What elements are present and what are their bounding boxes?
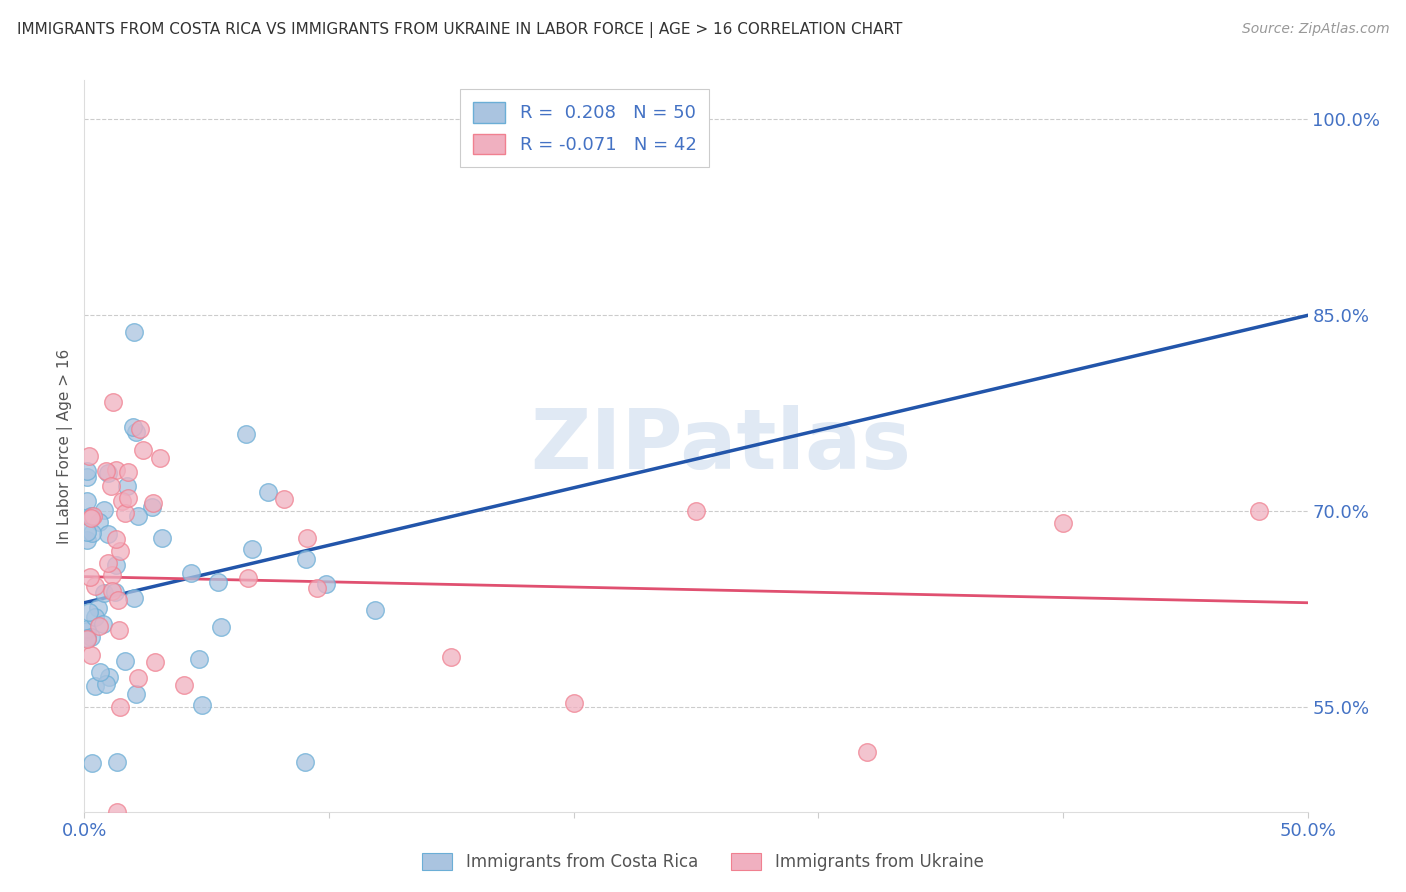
Point <box>97 670 120 684</box>
Point <box>125 687 148 701</box>
Point <box>295 552 318 566</box>
Point <box>83 579 105 593</box>
Point <box>83 609 105 624</box>
Point <box>685 504 707 518</box>
Point <box>149 451 172 466</box>
Y-axis label: In Labor Force | Age > 16: In Labor Force | Age > 16 <box>58 349 73 543</box>
Point <box>315 576 337 591</box>
Point <box>76 464 98 478</box>
Point <box>82 508 104 523</box>
Point <box>108 700 131 714</box>
Text: Source: ZipAtlas.com: Source: ZipAtlas.com <box>1241 22 1389 37</box>
Point <box>121 420 143 434</box>
Point <box>122 591 145 605</box>
Point <box>141 500 163 514</box>
Point <box>180 566 202 580</box>
Point <box>142 496 165 510</box>
Point <box>76 622 98 636</box>
Point <box>76 470 98 484</box>
Legend: R =  0.208   N = 50, R = -0.071   N = 42: R = 0.208 N = 50, R = -0.071 N = 42 <box>460 89 710 167</box>
Point <box>143 655 166 669</box>
Point <box>77 449 100 463</box>
Point <box>93 502 115 516</box>
Point <box>364 603 387 617</box>
Point <box>93 586 115 600</box>
Point <box>150 532 173 546</box>
Point <box>108 544 131 558</box>
Point <box>562 696 585 710</box>
Point <box>294 755 316 769</box>
Point <box>107 593 129 607</box>
Point <box>127 508 149 523</box>
Point <box>117 478 139 492</box>
Point <box>273 491 295 506</box>
Point <box>97 467 120 481</box>
Point <box>240 541 263 556</box>
Point <box>89 665 111 679</box>
Point <box>97 527 120 541</box>
Point <box>80 631 103 645</box>
Point <box>236 571 259 585</box>
Point <box>76 632 98 646</box>
Point <box>76 533 98 547</box>
Point <box>173 678 195 692</box>
Text: IMMIGRANTS FROM COSTA RICA VS IMMIGRANTS FROM UKRAINE IN LABOR FORCE | AGE > 16 : IMMIGRANTS FROM COSTA RICA VS IMMIGRANTS… <box>17 22 903 38</box>
Point <box>107 624 129 638</box>
Point <box>111 494 134 508</box>
Point <box>440 650 463 665</box>
Point <box>211 620 233 634</box>
Point <box>80 526 103 541</box>
Legend: Immigrants from Costa Rica, Immigrants from Ukraine: Immigrants from Costa Rica, Immigrants f… <box>415 845 991 880</box>
Point <box>101 584 124 599</box>
Point <box>127 671 149 685</box>
Point <box>187 652 209 666</box>
Point <box>77 606 100 620</box>
Point <box>76 493 98 508</box>
Point <box>79 570 101 584</box>
Point <box>101 568 124 582</box>
Point <box>257 485 280 500</box>
Point <box>76 632 98 646</box>
Point <box>93 617 115 632</box>
Point <box>190 698 212 712</box>
Point <box>307 581 329 595</box>
Point <box>76 525 98 540</box>
Point <box>105 463 128 477</box>
Point <box>117 465 139 479</box>
Point <box>235 427 257 442</box>
Point <box>87 601 110 615</box>
Point <box>856 745 879 759</box>
Point <box>207 575 229 590</box>
Point <box>124 425 146 439</box>
Point <box>114 654 136 668</box>
Point <box>104 532 127 546</box>
Point <box>83 679 105 693</box>
Point <box>122 326 145 340</box>
Point <box>101 395 124 409</box>
Point <box>104 558 127 572</box>
Point <box>128 422 150 436</box>
Point <box>1247 504 1270 518</box>
Point <box>104 585 127 599</box>
Point <box>117 491 139 505</box>
Point <box>89 515 111 529</box>
Point <box>114 506 136 520</box>
Point <box>80 510 103 524</box>
Point <box>82 756 104 770</box>
Point <box>94 464 117 478</box>
Point <box>100 479 122 493</box>
Point <box>80 648 103 663</box>
Point <box>105 755 128 769</box>
Point <box>1052 516 1074 531</box>
Point <box>295 531 318 545</box>
Text: ZIPatlas: ZIPatlas <box>530 406 911 486</box>
Point <box>76 624 98 639</box>
Point <box>97 556 120 570</box>
Point <box>89 619 111 633</box>
Point <box>96 677 118 691</box>
Point <box>131 443 153 458</box>
Point <box>80 508 103 523</box>
Point <box>105 805 128 819</box>
